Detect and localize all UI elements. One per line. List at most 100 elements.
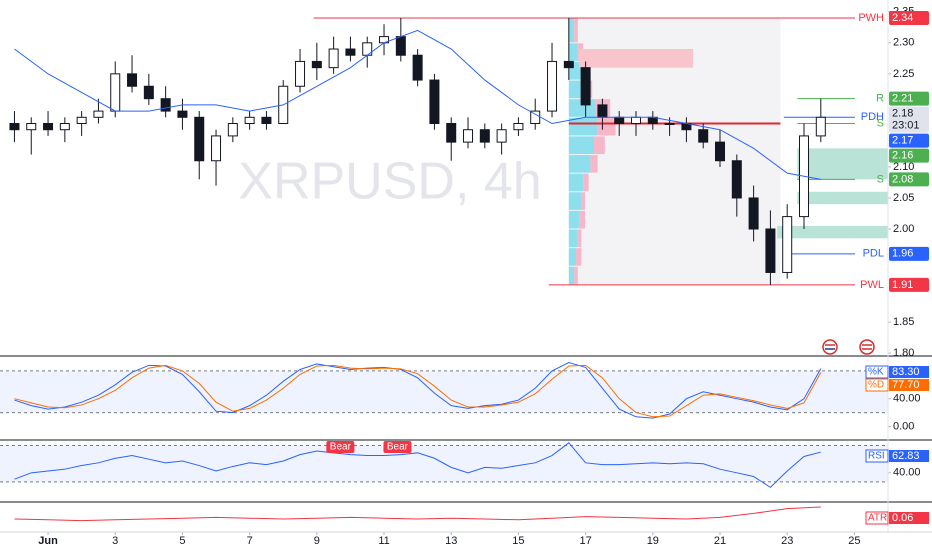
candle-body bbox=[815, 116, 826, 137]
candle-body bbox=[547, 60, 558, 112]
candle-body bbox=[479, 129, 490, 143]
moving-average-line bbox=[14, 29, 821, 180]
indicator-value-badge bbox=[889, 512, 929, 524]
signal-label: Bear bbox=[387, 442, 409, 453]
candle-body bbox=[463, 129, 474, 143]
indicator-line bbox=[14, 506, 821, 522]
indicator-value: 77.70 bbox=[892, 379, 920, 391]
badge-text: 2.34 bbox=[892, 12, 913, 24]
candle-body bbox=[395, 36, 406, 56]
y-tick-label: 2.00 bbox=[893, 223, 914, 235]
x-tick-label: Jun bbox=[38, 535, 58, 547]
candle-body bbox=[227, 123, 238, 137]
badge-text: 23:01 bbox=[892, 120, 920, 132]
volume-up bbox=[568, 117, 598, 136]
watermark: XRPUSD, 4h bbox=[238, 153, 541, 211]
candle-body bbox=[211, 135, 222, 162]
value-badge bbox=[889, 10, 929, 25]
candle-body bbox=[563, 60, 574, 69]
indicator-line bbox=[14, 362, 822, 419]
indicator-name-badge bbox=[865, 365, 889, 379]
x-tick-label: 5 bbox=[179, 535, 185, 547]
signal-box bbox=[383, 441, 412, 453]
level-label: S bbox=[877, 173, 884, 185]
value-badge bbox=[889, 277, 929, 292]
candle-body bbox=[412, 54, 423, 81]
volume-down bbox=[590, 155, 598, 173]
x-tick-label: 15 bbox=[512, 535, 524, 547]
volume-down bbox=[579, 210, 586, 229]
candle-body bbox=[496, 129, 507, 143]
indicator-value: 62.83 bbox=[892, 450, 920, 462]
x-tick-label: 25 bbox=[848, 535, 860, 547]
indicator-name: %K bbox=[868, 367, 884, 378]
candle-body bbox=[194, 116, 205, 162]
volume-down bbox=[581, 192, 586, 210]
candle-body bbox=[631, 116, 642, 125]
candle-body bbox=[698, 129, 709, 143]
volume-down bbox=[594, 136, 605, 155]
indicator-line bbox=[14, 364, 822, 418]
candle-body bbox=[731, 160, 742, 199]
indicator-name-badge bbox=[865, 378, 889, 392]
volume-up bbox=[568, 210, 580, 229]
candle-body bbox=[43, 123, 54, 131]
x-tick-label: 9 bbox=[314, 535, 320, 547]
y-tick-label: 2.25 bbox=[893, 68, 914, 80]
candle-body bbox=[59, 123, 70, 131]
volume-up bbox=[568, 18, 575, 43]
y-tick-label: 2.05 bbox=[893, 192, 914, 204]
flag-icon[interactable] bbox=[859, 339, 875, 355]
candle-body bbox=[93, 110, 104, 118]
volume-up bbox=[568, 155, 591, 173]
value-badge bbox=[889, 246, 929, 261]
zone bbox=[797, 148, 888, 180]
candle-body bbox=[765, 228, 776, 273]
candle-body bbox=[244, 116, 255, 125]
zone bbox=[578, 49, 694, 68]
signal-label: Bear bbox=[330, 442, 352, 453]
candle-body bbox=[127, 73, 138, 87]
y-tick-label: 2.30 bbox=[893, 37, 914, 49]
indicator-name: %D bbox=[868, 380, 884, 391]
badge-text: 2.21 bbox=[892, 93, 913, 105]
flag-icon[interactable] bbox=[822, 339, 838, 355]
level-label: PWL bbox=[860, 279, 884, 291]
x-tick-label: 3 bbox=[112, 535, 118, 547]
y-tick-label: 1.85 bbox=[893, 316, 914, 328]
candle-body bbox=[177, 110, 188, 118]
volume-down bbox=[597, 117, 616, 136]
indicator-name-badge bbox=[865, 511, 889, 525]
candle-body bbox=[261, 116, 272, 125]
y-tick-label: 2.10 bbox=[893, 161, 914, 173]
x-tick-label: 13 bbox=[445, 535, 457, 547]
candle-body bbox=[345, 48, 356, 56]
indicator-value-badge bbox=[889, 366, 929, 378]
value-badge bbox=[889, 172, 929, 187]
candle-body bbox=[614, 116, 625, 125]
value-badge bbox=[889, 148, 929, 163]
candle-body bbox=[143, 85, 154, 100]
candle-body bbox=[328, 48, 339, 69]
volume-down bbox=[583, 173, 589, 192]
x-tick-label: 23 bbox=[781, 535, 793, 547]
candle-body bbox=[110, 73, 121, 112]
indicator-value-badge bbox=[889, 450, 929, 462]
candle-body bbox=[76, 116, 87, 125]
badge-text: 1.96 bbox=[892, 248, 913, 260]
x-tick-label: 17 bbox=[579, 535, 591, 547]
indicator-line bbox=[14, 442, 821, 489]
level-label: PWH bbox=[858, 12, 884, 24]
zone bbox=[777, 225, 888, 239]
value-badge bbox=[889, 91, 929, 106]
candle-body bbox=[429, 79, 440, 125]
candle-body bbox=[9, 123, 20, 131]
volume-up bbox=[568, 173, 584, 192]
candle-body bbox=[782, 216, 793, 273]
candle-body bbox=[311, 60, 322, 69]
volume-up bbox=[568, 229, 578, 248]
candle-body bbox=[748, 197, 759, 230]
y-tick-label: 40.00 bbox=[893, 393, 921, 405]
candle-body bbox=[446, 123, 457, 143]
badge-text: 1.91 bbox=[892, 279, 913, 291]
